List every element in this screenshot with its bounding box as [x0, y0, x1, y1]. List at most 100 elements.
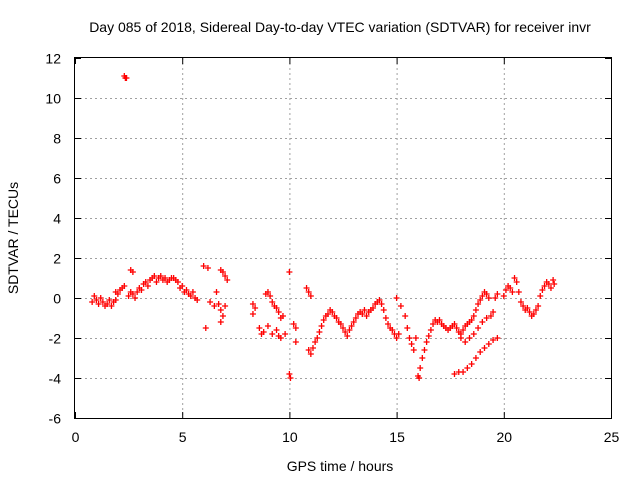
data-point [275, 309, 282, 315]
data-point [129, 291, 136, 297]
data-point [406, 335, 413, 341]
data-point [112, 289, 119, 295]
data-point [507, 285, 514, 291]
data-point [108, 303, 115, 309]
data-point [412, 335, 419, 341]
data-point [286, 269, 293, 275]
data-point [346, 327, 353, 333]
data-point [324, 311, 331, 317]
data-point [267, 293, 274, 299]
data-point [269, 299, 276, 305]
data-point [290, 321, 297, 327]
data-point [91, 293, 98, 299]
data-point [89, 299, 96, 305]
data-point [273, 305, 280, 311]
data-point [423, 339, 430, 345]
data-point [515, 289, 522, 295]
data-point [104, 301, 111, 307]
data-point [457, 335, 464, 341]
data-point [162, 275, 169, 281]
data-point [526, 309, 533, 315]
data-point [487, 313, 494, 319]
data-point [97, 295, 104, 301]
data-point [217, 307, 224, 313]
data-point [95, 301, 102, 307]
data-point [490, 309, 497, 315]
data-point [305, 289, 312, 295]
data-point [189, 289, 196, 295]
data-point [410, 347, 417, 353]
data-point [402, 313, 409, 319]
data-point [153, 279, 160, 285]
data-point [490, 337, 497, 343]
data-point [460, 327, 467, 333]
y-tick-label: 4 [53, 211, 61, 227]
data-point [249, 301, 256, 307]
data-point [112, 297, 119, 303]
data-point [539, 287, 546, 293]
axis-ticks [75, 58, 612, 419]
data-point [460, 369, 467, 375]
data-point [477, 297, 484, 303]
x-tick-label: 10 [282, 429, 298, 445]
data-point [380, 307, 387, 313]
data-point [125, 293, 132, 299]
data-point [513, 279, 520, 285]
data-point [252, 305, 259, 311]
x-tick-label: 15 [389, 429, 405, 445]
data-point [352, 315, 359, 321]
data-point [477, 349, 484, 355]
data-point [524, 305, 531, 311]
data-point [279, 313, 286, 319]
data-point [550, 277, 557, 283]
data-point [485, 341, 492, 347]
data-point [475, 301, 482, 307]
data-point [348, 323, 355, 329]
data-point [361, 307, 368, 313]
data-point [502, 287, 509, 293]
data-point [307, 293, 314, 299]
data-point [500, 293, 507, 299]
data-point [129, 269, 136, 275]
y-tick-label: 12 [45, 51, 61, 67]
data-point [436, 317, 443, 323]
data-point [511, 275, 518, 281]
data-point [151, 273, 158, 279]
data-point [138, 287, 145, 293]
data-point [532, 307, 539, 313]
data-point [204, 265, 211, 271]
data-point [530, 311, 537, 317]
data-point [292, 325, 299, 331]
data-point [99, 299, 106, 305]
data-point [541, 283, 548, 289]
data-point [292, 339, 299, 345]
data-point [134, 289, 141, 295]
data-point [142, 279, 149, 285]
y-tick-labels: -6 -4 -2 0 2 4 6 8 10 12 [45, 51, 61, 427]
x-tick-label: 25 [604, 429, 620, 445]
chart-title: Day 085 of 2018, Sidereal Day-to-day VTE… [89, 19, 591, 35]
data-point [219, 269, 226, 275]
data-point [157, 273, 164, 279]
x-tick-label: 20 [497, 429, 513, 445]
data-point [219, 313, 226, 319]
data-point [314, 335, 321, 341]
data-point [427, 327, 434, 333]
y-tick-label: 0 [53, 291, 61, 307]
data-point [464, 365, 471, 371]
data-point [451, 371, 458, 377]
data-point [318, 323, 325, 329]
data-point [307, 351, 314, 357]
data-point [547, 285, 554, 291]
data-point [194, 297, 201, 303]
data-point [468, 361, 475, 367]
data-point [363, 313, 370, 319]
data-point [264, 289, 271, 295]
data-point [179, 283, 186, 289]
data-point [350, 319, 357, 325]
data-point [466, 335, 473, 341]
data-point [453, 325, 460, 331]
data-point [419, 355, 426, 361]
data-point [200, 263, 207, 269]
data-point [213, 289, 220, 295]
